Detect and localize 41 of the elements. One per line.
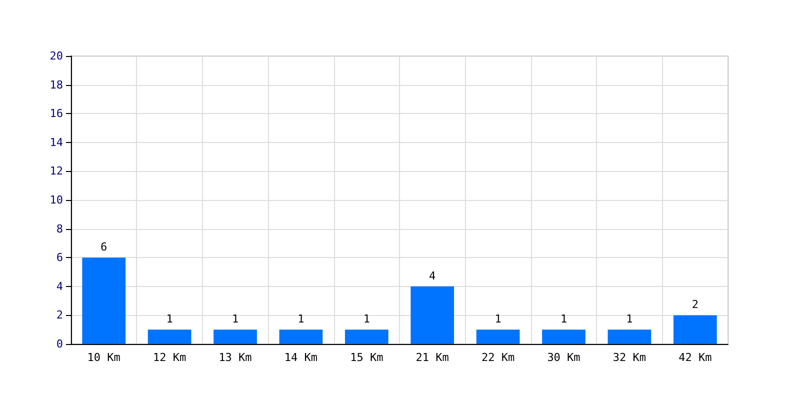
x-tick-label: 13 Km xyxy=(218,351,252,364)
data-label: 1 xyxy=(298,312,304,326)
data-label: 1 xyxy=(626,312,633,326)
y-tick-label: 16 xyxy=(50,107,63,120)
data-label: 1 xyxy=(494,312,502,326)
y-tick-label: 20 xyxy=(50,50,63,62)
y-tick-label: 14 xyxy=(50,136,64,149)
x-tick-label: 42 Km xyxy=(678,351,712,364)
y-tick-label: 4 xyxy=(56,280,64,293)
bar xyxy=(344,330,388,344)
bar xyxy=(82,258,126,344)
data-label: 1 xyxy=(363,312,370,326)
y-tick-label: 10 xyxy=(50,194,63,206)
y-tick-label: 12 xyxy=(50,164,63,178)
y-tick-label: 8 xyxy=(56,222,63,236)
y-tick-label: 18 xyxy=(50,78,63,92)
data-label: 1 xyxy=(560,312,568,326)
bar xyxy=(542,330,586,344)
x-tick-label: 15 Km xyxy=(350,351,384,364)
x-tick-label: 14 Km xyxy=(284,351,318,364)
bar xyxy=(279,330,323,344)
y-tick-label: 6 xyxy=(56,251,63,264)
bar xyxy=(148,330,192,344)
x-tick-label: 30 Km xyxy=(547,351,581,364)
y-tick-label: 2 xyxy=(56,308,63,322)
data-label: 2 xyxy=(692,298,698,312)
x-tick-label: 21 Km xyxy=(416,351,450,364)
bar xyxy=(608,330,652,344)
bar xyxy=(410,286,454,344)
bar xyxy=(476,330,520,344)
data-label: 1 xyxy=(166,312,173,326)
bar xyxy=(673,315,717,344)
x-tick-label: 22 Km xyxy=(481,351,515,364)
data-label: 1 xyxy=(232,312,239,326)
x-tick-label: 12 Km xyxy=(152,351,186,364)
x-tick-label: 32 Km xyxy=(612,351,646,364)
data-label: 6 xyxy=(100,240,108,254)
data-label: 4 xyxy=(429,269,436,282)
bar xyxy=(214,330,257,344)
y-tick-label: 0 xyxy=(56,338,63,350)
x-tick-label: 10 Km xyxy=(87,351,121,364)
